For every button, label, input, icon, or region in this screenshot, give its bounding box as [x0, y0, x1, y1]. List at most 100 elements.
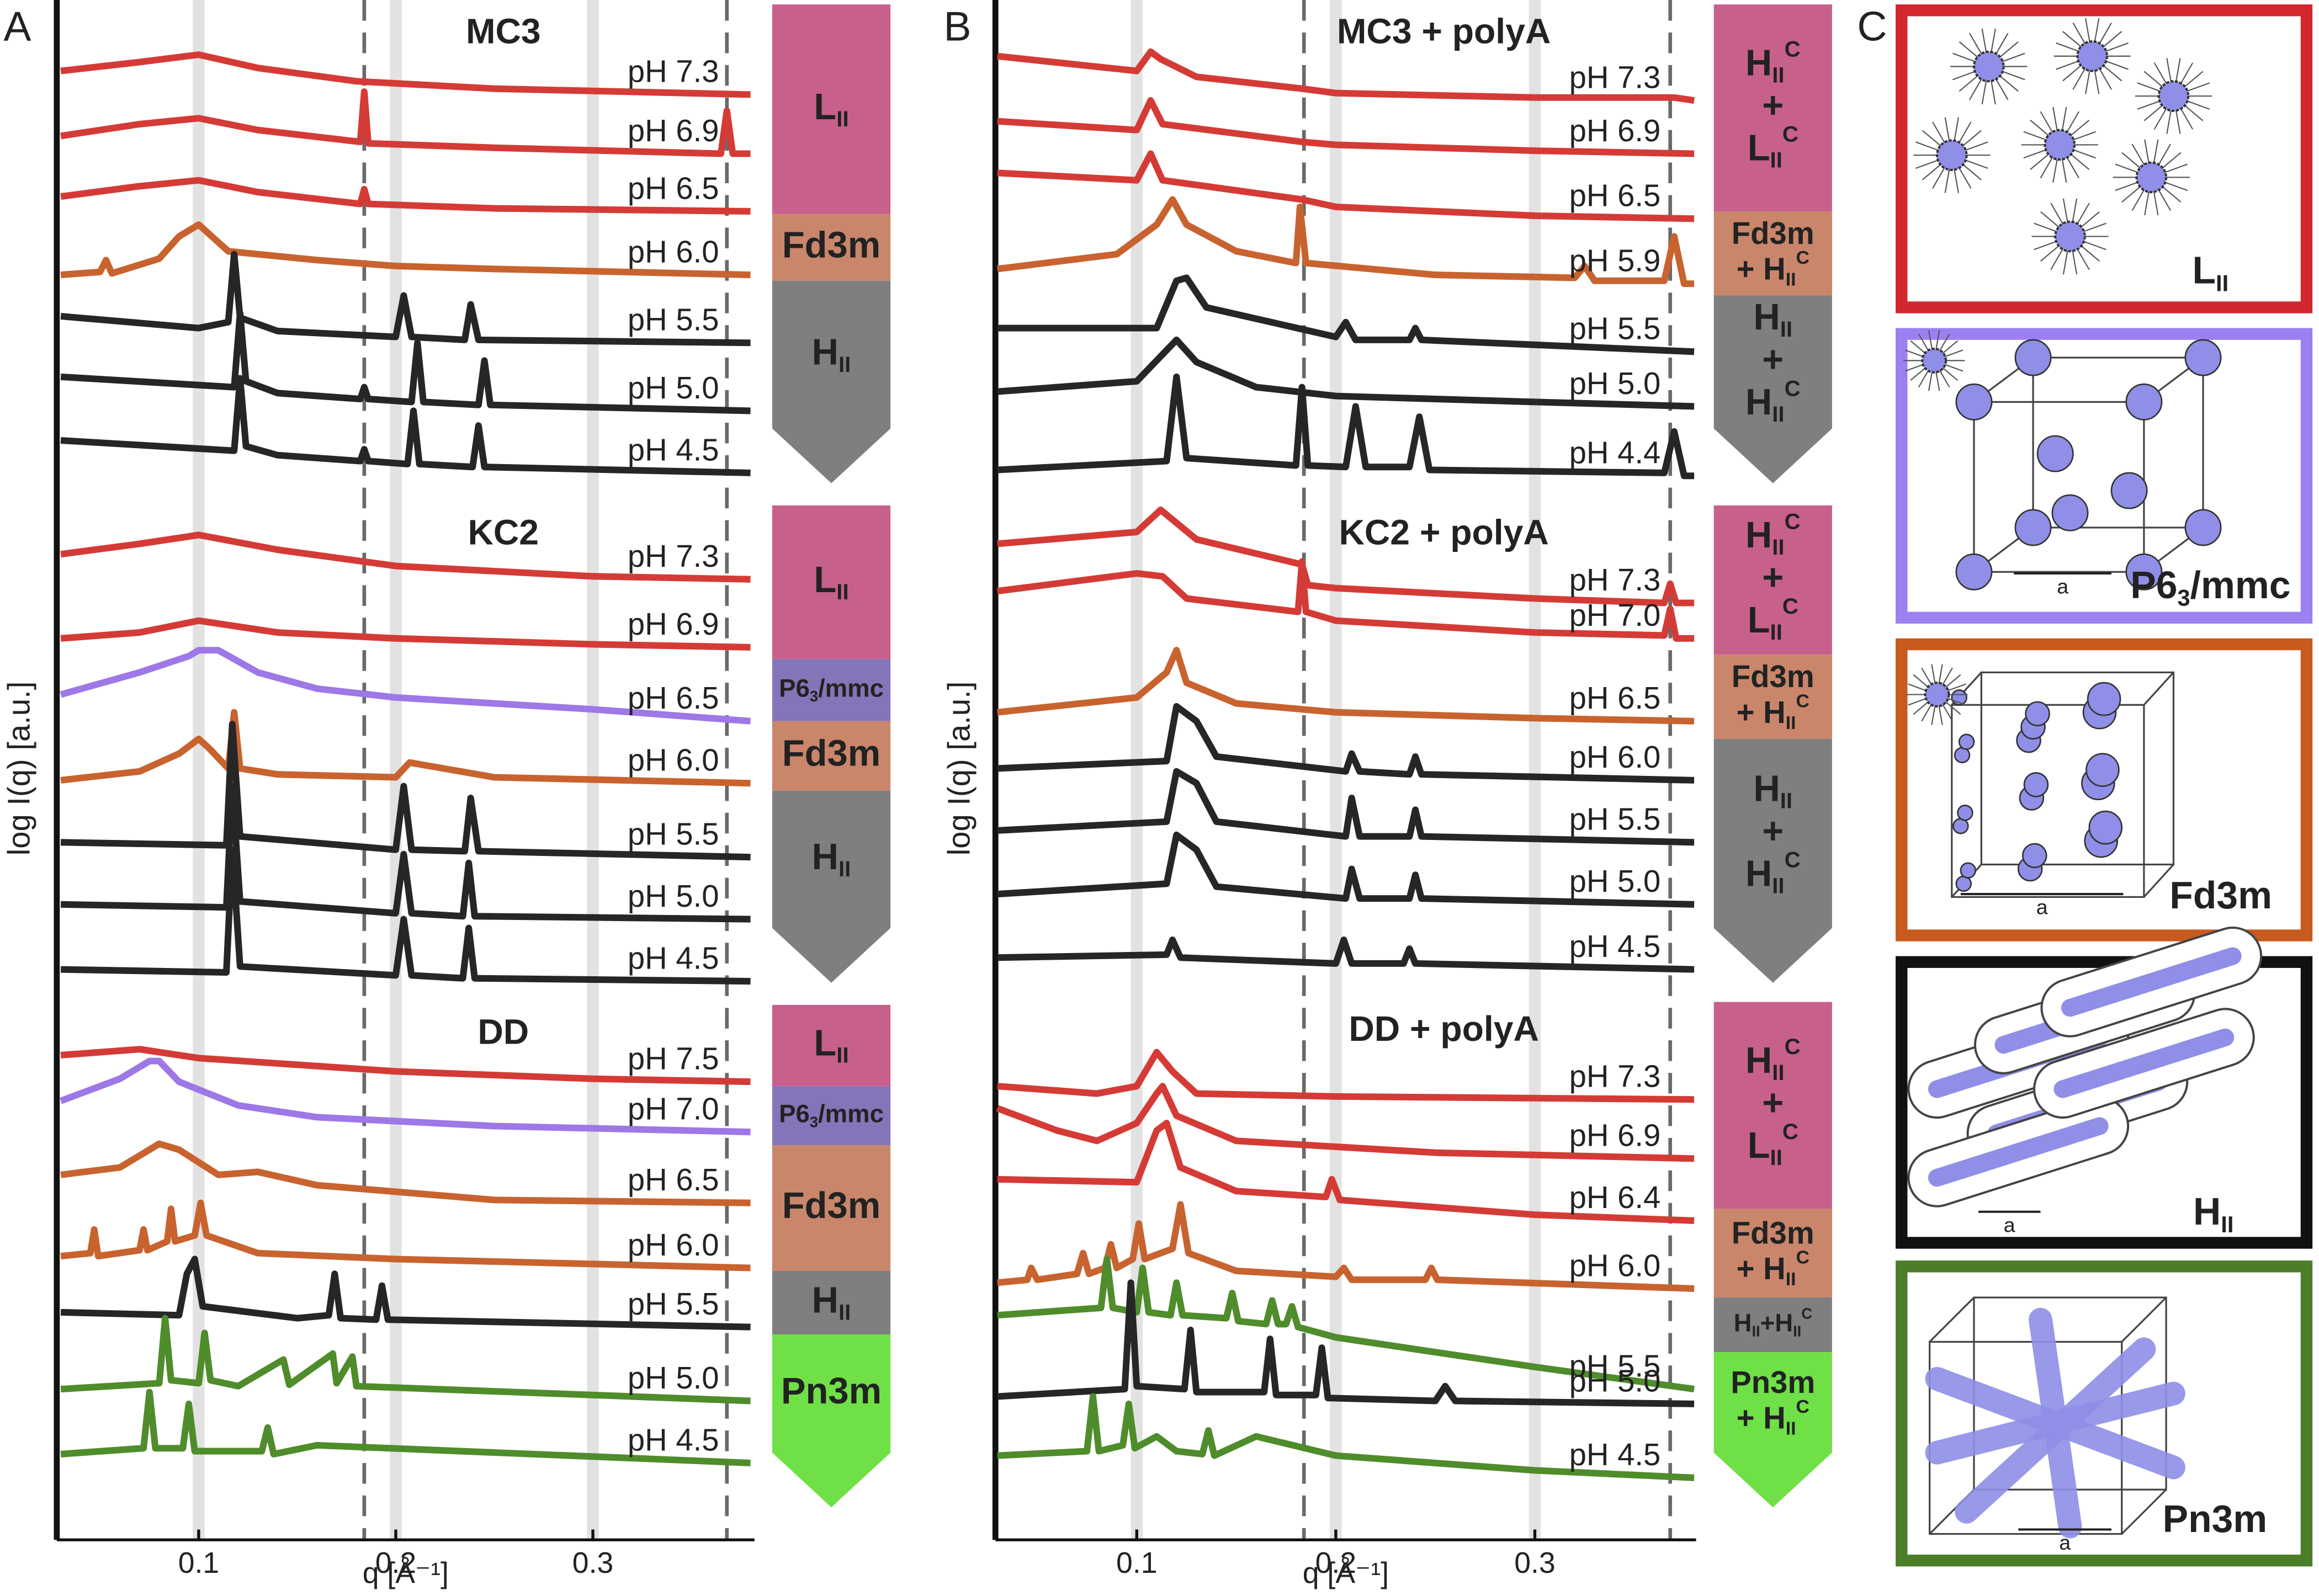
micelle-core: [1924, 682, 1950, 707]
trace-label: pH 6.9: [628, 607, 719, 641]
lipid-tail: [1999, 75, 2019, 92]
lipid-tail: [2131, 189, 2145, 211]
phase-label: HIIC: [1745, 847, 1801, 898]
group-title: MC3 + polyA: [1337, 12, 1551, 51]
lipid-tail: [2050, 249, 2063, 270]
trace: [997, 1255, 1695, 1393]
text-part: II: [1786, 712, 1796, 733]
lipid-tail: [1991, 81, 1996, 105]
phase-segment: [772, 1145, 891, 1271]
text-part: + H: [1737, 695, 1786, 730]
lipid-tail: [2066, 157, 2080, 179]
text-part: +: [1762, 557, 1784, 598]
text-part: H: [812, 331, 839, 373]
phase-label: Pn3m: [781, 1370, 882, 1412]
lipid-tail: [1932, 167, 1945, 189]
lipid-tail: [2061, 159, 2067, 183]
lipid-tail: [2103, 31, 2122, 47]
phase-segment: [772, 659, 891, 721]
atom: [1957, 805, 1973, 821]
phase-label: Fd3m: [1732, 1215, 1814, 1250]
phase-segment: [772, 1334, 891, 1508]
text-part: C: [1785, 36, 1801, 61]
lipid-tail: [1931, 706, 1936, 725]
trace: [60, 1315, 751, 1405]
phase-label: HIIC: [1745, 36, 1801, 87]
lipid-tail: [2166, 110, 2172, 134]
trace-label: pH 5.5: [628, 816, 719, 851]
text-part: II: [1770, 1145, 1782, 1170]
trace-label: pH 6.5: [628, 171, 719, 205]
atom: [2051, 494, 2089, 531]
atom: [2087, 682, 2121, 716]
phase-label: HII: [812, 836, 851, 881]
lipid-tail: [2072, 22, 2085, 44]
lipid-tail: [1910, 340, 1925, 354]
text-part: L: [814, 86, 836, 127]
panel-letter: C: [1857, 3, 1887, 49]
text-part: C: [1785, 847, 1801, 872]
lipid-tail: [1962, 130, 1982, 146]
group-title: KC2: [468, 512, 539, 552]
trace: [60, 375, 751, 476]
lipid-tail: [1938, 706, 1943, 725]
lipid-tail: [2094, 70, 2100, 94]
text-part: II: [1752, 1323, 1760, 1340]
text-part: C: [1796, 690, 1809, 711]
text-part: II: [1786, 1418, 1796, 1439]
text-part: +H: [1760, 1309, 1793, 1337]
atom: [2110, 472, 2148, 509]
text-part: H: [812, 836, 839, 877]
phase-label: LIIC: [1748, 121, 1798, 172]
text-part: +: [1762, 339, 1784, 380]
lipid-tail: [2187, 100, 2210, 110]
text-part: +: [1762, 1082, 1784, 1124]
text-part: Fd3m: [782, 732, 881, 774]
trace-label: pH 7.0: [628, 1092, 719, 1126]
lipid-tail: [1939, 333, 1950, 351]
text-part: II: [1770, 620, 1782, 645]
atom: [2014, 509, 2052, 546]
lipid-tail: [2115, 182, 2138, 191]
micelle-core: [1936, 139, 1968, 171]
phase-label: Fd3m: [1732, 216, 1814, 251]
text-part: II: [1772, 535, 1784, 560]
group-title: MC3: [466, 12, 541, 51]
lipid-tail: [1952, 52, 1975, 62]
trace-label: pH 6.9: [1569, 113, 1661, 148]
text-part: P6: [779, 674, 810, 703]
channel: [1925, 1381, 2185, 1465]
lipid-tail: [2144, 139, 2150, 163]
trace-label: pH 6.5: [628, 680, 719, 715]
micelle-core: [2044, 129, 2076, 161]
lipid-tail: [2162, 152, 2182, 168]
text-part: H: [1745, 381, 1772, 423]
trace: [997, 97, 1695, 157]
atom: [2125, 553, 2163, 590]
text-part: II: [1772, 1060, 1784, 1085]
lipid-tail: [2062, 31, 2082, 47]
x-tick-label: 0.3: [1514, 1547, 1555, 1579]
phase-label: Fd3m: [782, 732, 881, 774]
phase-label: Fd3m: [1732, 659, 1814, 694]
trace: [997, 1049, 1695, 1103]
lipid-tail: [2144, 191, 2150, 216]
lipid-tail: [1939, 370, 1950, 388]
phase-label: LIIC: [1748, 1119, 1798, 1170]
lipid-tail: [2165, 182, 2188, 191]
text-part: C: [1782, 1119, 1798, 1144]
text-part: 3: [810, 1114, 818, 1131]
group-title: KC2 + polyA: [1339, 512, 1548, 552]
lipid-tail: [2187, 82, 2210, 92]
text-part: II: [1772, 402, 1784, 427]
text-part: II: [836, 107, 848, 131]
lipid-tail: [2180, 108, 2194, 130]
text-part: C: [1796, 1396, 1809, 1417]
lipid-tail: [2071, 153, 2090, 170]
text-part: II: [1780, 317, 1792, 342]
text-part: + H: [1737, 251, 1786, 286]
trace-label: pH 4.5: [628, 432, 719, 467]
trace: [60, 51, 751, 98]
lipid-tail: [2105, 60, 2129, 70]
trace: [60, 1046, 751, 1086]
